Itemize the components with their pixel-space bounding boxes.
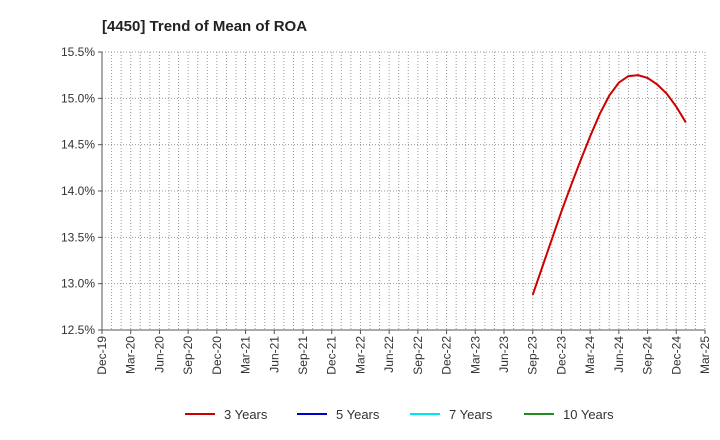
x-tick-label: Dec-19	[95, 336, 109, 375]
legend-label: 3 Years	[224, 407, 268, 422]
legend-label: 5 Years	[336, 407, 380, 422]
plot-area	[102, 52, 705, 330]
x-tick-label: Jun-20	[152, 336, 166, 373]
x-tick-label: Dec-21	[325, 336, 339, 375]
x-tick-label: Dec-22	[440, 336, 454, 375]
y-tick-label: 13.0%	[61, 277, 95, 291]
x-tick-labels: Dec-19 Mar-20 Jun-20 Sep-20 Dec-20 Mar-21 Jun-…	[95, 330, 712, 375]
y-tick-label: 13.5%	[61, 230, 95, 244]
x-tick-label: Dec-20	[210, 336, 224, 375]
y-tick-label: 14.5%	[61, 138, 95, 152]
x-tick-label: Mar-22	[353, 336, 367, 374]
x-tick-label: Sep-21	[296, 336, 310, 375]
x-tick-label: Sep-20	[181, 336, 195, 375]
y-tick-label: 14.0%	[61, 184, 95, 198]
chart-title: [4450] Trend of Mean of ROA	[102, 18, 307, 35]
y-tick-labels: 12.5% 13.0% 13.5% 14.0% 14.5% 15.0% 15.5%	[61, 45, 102, 337]
x-tick-label: Sep-23	[526, 336, 540, 375]
y-tick-label: 15.5%	[61, 45, 95, 59]
x-tick-label: Sep-22	[411, 336, 425, 375]
x-tick-label: Mar-20	[124, 336, 138, 374]
legend-label: 10 Years	[563, 407, 614, 422]
x-tick-label: Mar-21	[239, 336, 253, 374]
x-tick-label: Mar-25	[698, 336, 712, 374]
x-tick-label: Jun-22	[382, 336, 396, 373]
y-tick-label: 15.0%	[61, 91, 95, 105]
legend: 3 Years 5 Years 7 Years 10 Years	[185, 407, 614, 422]
legend-label: 7 Years	[449, 407, 493, 422]
x-tick-label: Mar-23	[468, 336, 482, 374]
x-tick-label: Mar-24	[583, 336, 597, 374]
x-tick-label: Jun-24	[612, 336, 626, 373]
y-tick-label: 12.5%	[61, 323, 95, 337]
x-tick-label: Jun-23	[497, 336, 511, 373]
x-tick-label: Jun-21	[267, 336, 281, 373]
x-tick-label: Dec-24	[669, 336, 683, 375]
x-tick-label: Dec-23	[554, 336, 568, 375]
x-tick-label: Sep-24	[641, 336, 655, 375]
series-lines	[531, 74, 687, 296]
grid-lines	[102, 51, 706, 331]
